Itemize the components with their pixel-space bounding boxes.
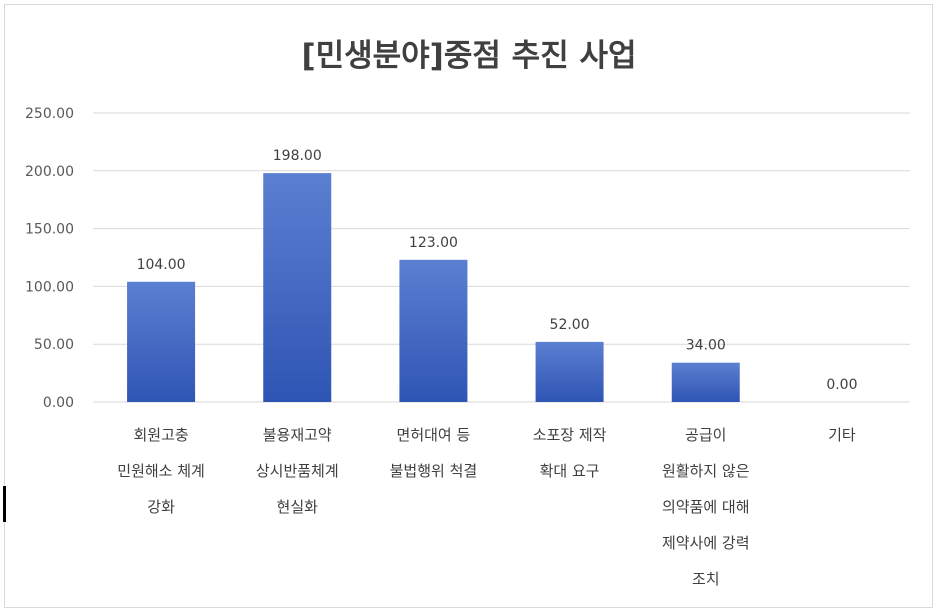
- data-label: 123.00: [409, 235, 458, 251]
- category-label: 공급이 원활하지 않은 의약품에 대해 제약사에 강력 조치: [662, 426, 750, 588]
- category-label: 소포장 제작 확대 요구: [533, 426, 607, 480]
- bars: [127, 173, 740, 402]
- y-tick-label: 50.00: [34, 337, 74, 353]
- category-label: 기타: [828, 426, 856, 444]
- category-label: 면허대여 등 불법행위 척결: [390, 426, 478, 480]
- data-label: 0.00: [826, 377, 857, 393]
- bar: [671, 362, 740, 402]
- data-label: 34.00: [686, 338, 726, 354]
- chart-title: [민생분야]중점 추진 사업: [301, 38, 636, 74]
- data-label: 198.00: [273, 148, 322, 164]
- bar: [263, 173, 332, 402]
- bar: [535, 341, 604, 402]
- y-tick-label: 200.00: [25, 164, 74, 180]
- category-labels: 회원고충 민원해소 체계 강화 불용재고약 상시반품체계 현실화 면허대여 등 불법행위 척결…: [117, 426, 856, 588]
- y-tick-label: 100.00: [25, 279, 74, 295]
- y-tick-label: 250.00: [25, 106, 74, 122]
- data-label: 52.00: [550, 317, 590, 333]
- cursor-mark: [3, 486, 6, 522]
- y-axis-ticks: 0.00 50.00 100.00 150.00 200.00 250.00: [25, 106, 74, 411]
- category-label: 회원고충 민원해소 체계 강화: [117, 426, 205, 516]
- bar: [127, 281, 196, 402]
- data-label: 104.00: [137, 257, 186, 273]
- y-tick-label: 0.00: [43, 395, 74, 411]
- data-labels: 104.00 198.00 123.00 52.00 34.00 0.00: [137, 148, 858, 393]
- category-label: 불용재고약 상시반품체계 현실화: [256, 426, 339, 516]
- bar: [399, 259, 468, 402]
- gridlines: [93, 112, 910, 403]
- y-tick-label: 150.00: [25, 222, 74, 238]
